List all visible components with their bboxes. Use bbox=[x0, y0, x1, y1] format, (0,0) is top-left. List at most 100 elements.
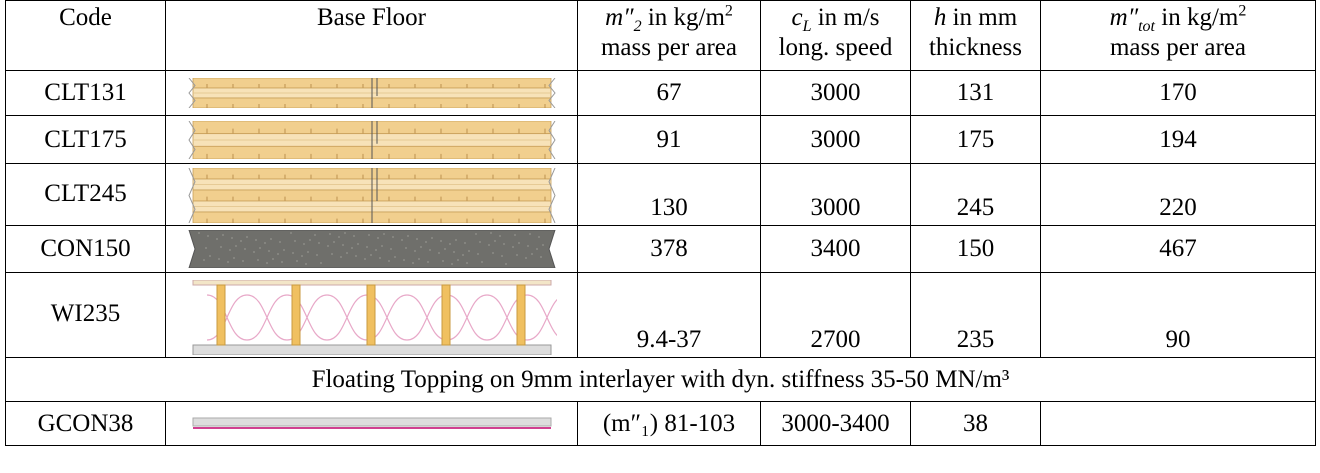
speck bbox=[317, 242, 320, 244]
image-cell bbox=[165, 401, 578, 446]
header-cell: cL in m/s long. speed bbox=[760, 0, 911, 71]
speck bbox=[402, 259, 405, 261]
floor-drawing bbox=[187, 120, 556, 159]
speck bbox=[234, 245, 237, 247]
value-cell: 90 bbox=[1040, 272, 1316, 358]
screw bbox=[371, 78, 377, 108]
speck bbox=[243, 248, 246, 250]
speck bbox=[328, 233, 331, 235]
image-cell bbox=[165, 163, 578, 226]
speck bbox=[341, 244, 344, 246]
speck bbox=[302, 243, 305, 245]
header-label: m″2 in kg/m2 bbox=[582, 2, 756, 34]
speck bbox=[369, 254, 372, 256]
speck bbox=[276, 253, 279, 255]
speck bbox=[419, 246, 422, 248]
speck bbox=[526, 245, 529, 247]
value-cell: 378 bbox=[577, 225, 761, 273]
speck bbox=[367, 234, 370, 236]
speck bbox=[256, 259, 259, 261]
image-cell bbox=[165, 225, 578, 273]
value-cell: 9.4-37 bbox=[577, 272, 761, 358]
speck bbox=[330, 253, 333, 255]
speck bbox=[415, 238, 418, 240]
value-cell: (m″₁) 81-103 bbox=[577, 401, 761, 446]
symbol: m″ bbox=[605, 4, 634, 31]
speck bbox=[430, 237, 433, 239]
speck bbox=[267, 250, 270, 252]
speck bbox=[493, 240, 496, 242]
exponent: 2 bbox=[1238, 2, 1247, 20]
header-row: Code Base Floor m″2 in kg/m2 mass per are… bbox=[5, 0, 1316, 71]
speck bbox=[389, 248, 392, 250]
value-cell: 3000-3400 bbox=[760, 401, 911, 446]
speck bbox=[308, 239, 311, 241]
speck bbox=[456, 259, 459, 261]
speck bbox=[517, 242, 520, 244]
speck bbox=[491, 252, 494, 254]
row: WI235 9.4-37 2700 235 90 bbox=[5, 272, 1316, 358]
speck bbox=[489, 232, 492, 234]
speck bbox=[515, 254, 518, 256]
speck bbox=[217, 258, 220, 260]
speck bbox=[332, 241, 335, 243]
speck bbox=[387, 260, 390, 262]
image-cell bbox=[165, 115, 578, 164]
speck bbox=[258, 247, 261, 249]
speck bbox=[393, 256, 396, 258]
speck bbox=[300, 255, 303, 257]
edge bbox=[187, 120, 556, 159]
speck bbox=[478, 241, 481, 243]
value-cell: 130 bbox=[577, 163, 761, 226]
ceiling bbox=[192, 344, 551, 355]
speck bbox=[226, 261, 229, 263]
unit: in kg/m bbox=[1161, 4, 1239, 31]
speck bbox=[450, 263, 453, 265]
header-cell: m″tot in kg/m2 mass per area bbox=[1040, 0, 1316, 71]
value-cell: 38 bbox=[910, 401, 1041, 446]
edge bbox=[187, 78, 556, 108]
floor-drawing bbox=[187, 168, 556, 223]
floor-drawing bbox=[192, 417, 551, 429]
speck bbox=[391, 236, 394, 238]
speck bbox=[232, 257, 235, 259]
speck bbox=[271, 258, 274, 260]
empty-cell bbox=[1040, 401, 1316, 446]
speck bbox=[215, 238, 218, 240]
symbol: m″ bbox=[1109, 4, 1139, 31]
speck bbox=[524, 257, 527, 259]
joist bbox=[366, 284, 375, 346]
speck bbox=[304, 263, 307, 265]
speck bbox=[500, 255, 503, 257]
value-cell: 245 bbox=[910, 163, 1041, 226]
speck bbox=[343, 232, 346, 234]
image-cell bbox=[165, 70, 578, 116]
symbol: h bbox=[933, 4, 947, 31]
speck bbox=[197, 232, 200, 234]
screed bbox=[192, 417, 551, 426]
speck bbox=[463, 242, 466, 244]
value-cell: 467 bbox=[1040, 225, 1316, 273]
screw bbox=[371, 168, 377, 223]
speck bbox=[319, 262, 322, 264]
speck bbox=[313, 234, 316, 236]
speck bbox=[295, 260, 298, 262]
speck bbox=[230, 237, 233, 239]
speck bbox=[474, 233, 477, 235]
code-cell: CLT245 bbox=[5, 163, 166, 226]
exponent: 2 bbox=[724, 2, 733, 20]
value-cell: 131 bbox=[910, 70, 1041, 116]
speck bbox=[454, 239, 457, 241]
speck bbox=[228, 249, 231, 251]
speck bbox=[282, 249, 285, 251]
value-cell: 91 bbox=[577, 115, 761, 164]
speck bbox=[400, 239, 403, 241]
edge bbox=[187, 168, 556, 223]
speck bbox=[441, 260, 444, 262]
code-cell: CLT131 bbox=[5, 70, 166, 116]
speck bbox=[426, 261, 429, 263]
header-desc: thickness bbox=[928, 34, 1023, 61]
speck bbox=[424, 241, 427, 243]
value-cell: 3400 bbox=[760, 225, 911, 273]
